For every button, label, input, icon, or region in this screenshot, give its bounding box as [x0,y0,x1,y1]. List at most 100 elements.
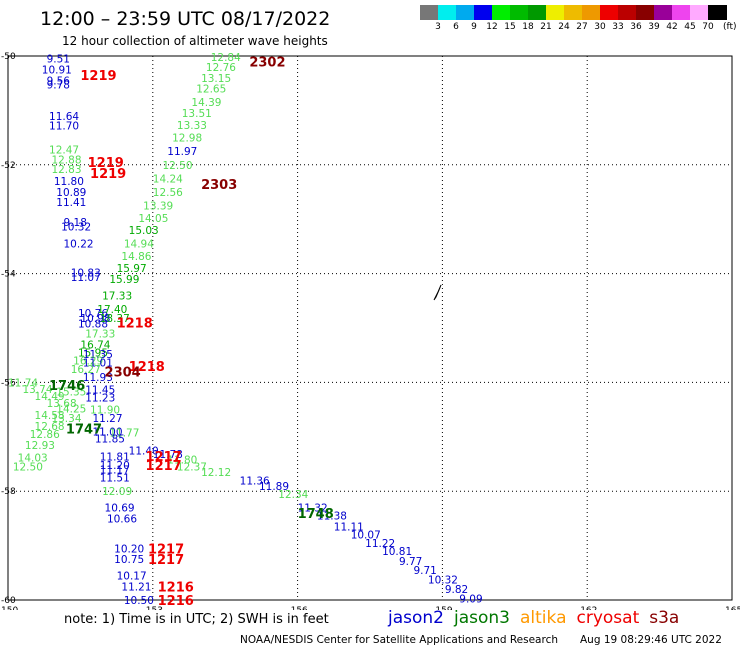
wave-height-label: 11.36 [240,475,270,487]
legend-swatch [690,5,709,20]
wave-height-label: 12.37 [177,462,207,474]
lat-tick-label: -58 [1,487,16,497]
legend-swatch [510,5,529,20]
wave-height-map: -50 -52 -54 -56 -58 -60150 153 156 159 162 165 9.51… [1,52,740,610]
legend-label: 45 [684,22,696,32]
wave-height-label: 11.40 [129,445,159,457]
wave-height-label: 11.17 [100,464,130,476]
wave-height-label: 17.33 [102,290,132,302]
wave-height-label: 11.32 [298,503,328,515]
legend-label: 3 [435,22,441,32]
wave-height-label: 12.76 [206,62,236,74]
wave-height-label: 11.00 [92,426,122,438]
chart-subtitle: 12 hour collection of altimeter wave hei… [62,34,328,48]
legend-swatch [618,5,637,20]
lon-tick-label: 150 [1,606,18,610]
legend-label: 27 [576,22,588,32]
wave-height-label: 11.20 [100,460,130,472]
legend-label: 18 [522,22,534,32]
wave-height-label: 10.91 [42,65,72,77]
legend-label: 42 [666,22,678,32]
wave-height-label: 12.83 [51,164,81,176]
wave-height-label: 12.84 [211,52,241,64]
wave-height-label: 15.03 [129,225,159,237]
wave-height-label: 11.07 [71,272,101,284]
pass-time-label: 1747 [66,423,102,438]
wave-height-label: 16.74 [80,339,110,351]
legend-swatch [438,5,457,20]
wave-height-label: 14.05 [138,213,168,225]
wave-height-label: 10.17 [117,571,147,583]
legend-swatch [456,5,475,20]
wave-height-label: 11.85 [95,433,125,445]
wave-height-label: 9.51 [47,54,70,66]
legend-swatch [708,5,727,20]
lon-tick-label: 156 [291,606,308,610]
mission-jason2: jason2 [388,608,444,628]
wave-height-label: 10.76 [78,308,108,320]
wave-height-label: 11.38 [317,511,347,523]
wave-height-label: 13.39 [143,201,173,213]
wave-height-label: 9.56 [47,75,71,87]
wave-height-label: 12.09 [102,486,132,498]
wave-height-label: 16.29 [73,356,103,368]
legend-swatch [492,5,511,20]
wave-height-label: 14.39 [191,97,221,109]
legend-swatch [672,5,691,20]
wave-height-label: 16.27 [71,364,101,376]
legend-label: 15 [504,22,516,32]
legend-unit: (ft) [723,22,737,32]
wave-height-label: 10.81 [382,546,412,558]
pass-time-label: 1218 [129,360,165,375]
legend-label: 70 [702,22,714,32]
lon-tick-label: 165 [725,606,740,610]
pass-time-label: 1217 [148,553,184,568]
pass-time-label: 1219 [90,167,126,182]
legend-swatch [582,5,601,20]
wave-height-label: 12.98 [172,133,202,145]
lon-tick-label: 162 [580,606,597,610]
lat-tick-label: -56 [1,378,16,388]
pass-time-label: 1216 [158,580,194,595]
wave-height-label: 14.24 [153,173,183,185]
wave-height-label: 10.88 [78,319,108,331]
wave-height-label: 13.34 [51,413,81,425]
mission-cryosat: cryosat [576,608,640,628]
wave-height-label: 13.33 [177,120,207,132]
wave-height-label: 9.77 [399,556,422,568]
pass-time-label: 2303 [201,178,237,193]
wave-height-label: 10.20 [114,543,144,555]
generated-timestamp: Aug 19 08:29:46 UTC 2022 [580,634,722,646]
credit-text: NOAA/NESDIS Center for Satellite Applica… [240,634,558,646]
wave-height-label: 11.21 [121,581,151,593]
wave-height-label: 12.65 [196,84,226,96]
wave-height-label: 10.22 [64,239,94,251]
wave-height-label: 9.78 [47,79,70,91]
wave-height-label: 11.35 [83,349,113,361]
wave-height-label: 11.01 [83,357,113,369]
wave-height-label: 11.23 [85,393,115,405]
wave-height-label: 13.15 [201,73,231,85]
map-frame [7,55,733,601]
wave-height-label: 12.68 [35,421,65,433]
pass-time-label: 1217 [148,542,184,557]
wave-height-label: 10.66 [107,513,137,525]
wave-height-label: 11.78 [153,449,183,461]
wave-height-label: 11.51 [100,473,130,485]
wave-height-label: 14.03 [18,452,48,464]
wave-height-label: 13.51 [182,108,212,120]
wave-height-label: 11.77 [109,427,139,439]
pass-time-label: 1219 [88,156,124,171]
wave-height-label: 12.56 [153,187,183,199]
wave-height-label: 11.27 [92,413,122,425]
legend-swatch [654,5,673,20]
wave-height-label: 13.68 [47,398,77,410]
lat-tick-label: -54 [1,270,16,280]
wave-height-label: 12.50 [162,160,192,172]
chart-title: 12:00 – 23:59 UTC 08/17/2022 [40,8,331,30]
wave-height-label: 11.80 [167,455,197,467]
wave-height-label: 10.98 [80,313,110,325]
legend-swatch [636,5,655,20]
pass-time-label: 2304 [105,366,141,381]
wave-height-label: 11.93 [83,372,113,384]
